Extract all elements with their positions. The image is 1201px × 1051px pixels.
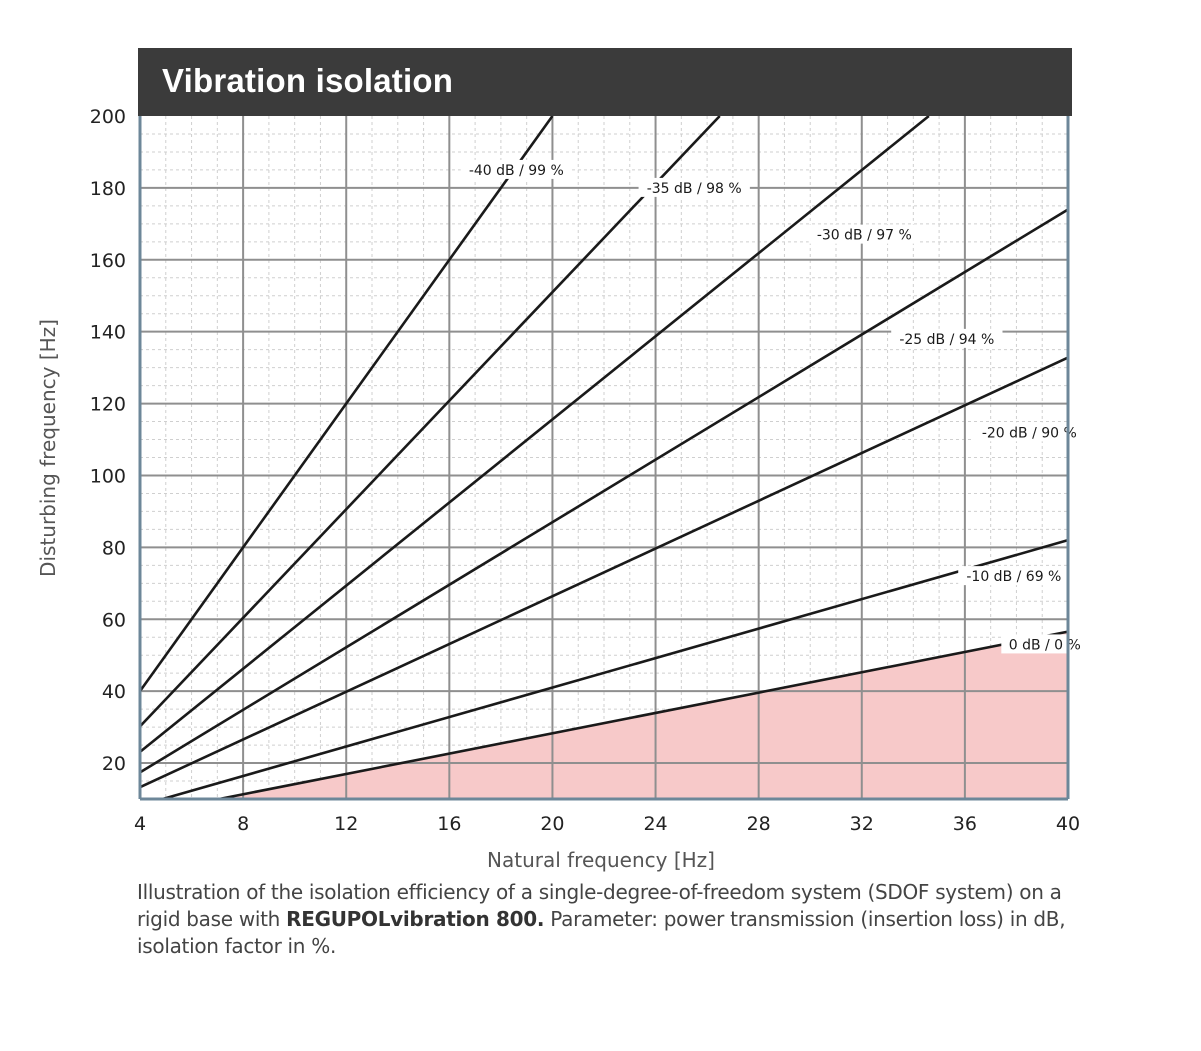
series-line <box>162 538 1069 801</box>
series-line <box>138 115 554 692</box>
y-tick-label: 60 <box>102 609 126 631</box>
plot-frame <box>138 116 1070 801</box>
series-line <box>139 208 1069 774</box>
series-line <box>139 114 930 753</box>
minor-grid <box>140 116 1068 799</box>
x-tick-label: 32 <box>850 813 874 835</box>
x-tick-label: 16 <box>437 813 461 835</box>
x-tick-label: 24 <box>643 813 667 835</box>
series-label: -10 dB / 69 % <box>966 569 1061 585</box>
series-label: -35 dB / 98 % <box>647 181 742 197</box>
series-label-group: -40 dB / 99 % <box>460 159 573 179</box>
x-tick-label: 4 <box>134 813 146 835</box>
x-tick-label: 40 <box>1056 813 1080 835</box>
x-tick-label: 8 <box>237 813 249 835</box>
title-bar: Vibration isolation <box>138 48 1072 116</box>
chart-title: Vibration isolation <box>162 62 454 99</box>
x-tick-label: 20 <box>540 813 564 835</box>
y-tick-label: 120 <box>90 394 126 416</box>
y-tick-label: 140 <box>90 322 126 344</box>
series-label: 0 dB / 0 % <box>1009 637 1081 653</box>
major-grid <box>140 116 1068 799</box>
series-label-group: -20 dB / 90 % <box>973 422 1085 442</box>
series-line <box>218 630 1069 801</box>
tick-labels: 4 8 12 16 20 24 28 32 36 40 20 40 60 80 100 120 140 160 18… <box>90 106 1080 835</box>
series-label-group: -30 dB / 97 % <box>808 224 921 244</box>
caption-text-1: Illustration of the isolation efficiency… <box>137 880 1062 931</box>
series-label-group: 0 dB / 0 % <box>1001 634 1089 654</box>
x-axis-label: Natural frequency [Hz] <box>487 848 715 872</box>
series-label-background <box>808 224 921 244</box>
y-tick-label: 40 <box>102 681 126 703</box>
series-label: -40 dB / 99 % <box>469 163 564 179</box>
series-line <box>139 115 721 728</box>
y-tick-label: 180 <box>90 178 126 200</box>
y-tick-label: 200 <box>90 106 126 128</box>
caption-text-2: Parameter: power transmission (insertion… <box>137 907 1066 958</box>
series-label-group: -10 dB / 69 % <box>958 566 1070 586</box>
series-label-background <box>958 566 1070 586</box>
series-label: -20 dB / 90 % <box>982 425 1077 441</box>
series-lines <box>138 114 1069 801</box>
series-label: -30 dB / 97 % <box>817 228 912 244</box>
y-tick-label: 20 <box>102 753 126 775</box>
y-tick-label: 80 <box>102 537 126 559</box>
series-label-group: -25 dB / 94 % <box>891 328 1003 348</box>
y-tick-label: 160 <box>90 250 126 272</box>
caption-product-name: REGUPOLvibration 800. <box>286 907 545 931</box>
series-line <box>139 356 1069 789</box>
series-label-background <box>891 328 1003 348</box>
x-tick-label: 28 <box>747 813 771 835</box>
x-tick-label: 36 <box>953 813 977 835</box>
series-label-group: -35 dB / 98 % <box>638 177 750 197</box>
series-labels: -40 dB / 99 % -35 dB / 98 % -30 dB / 97 % -… <box>460 159 1089 654</box>
y-tick-label: 100 <box>90 465 126 487</box>
series-label-background <box>638 177 750 197</box>
y-axis-label: Disturbing frequency [Hz] <box>36 319 60 577</box>
series-label: -25 dB / 94 % <box>899 332 994 348</box>
x-tick-label: 12 <box>334 813 358 835</box>
figure-caption: Illustration of the isolation efficiency… <box>137 879 1097 960</box>
series-label-background <box>460 159 573 179</box>
series-label-background <box>973 422 1085 442</box>
